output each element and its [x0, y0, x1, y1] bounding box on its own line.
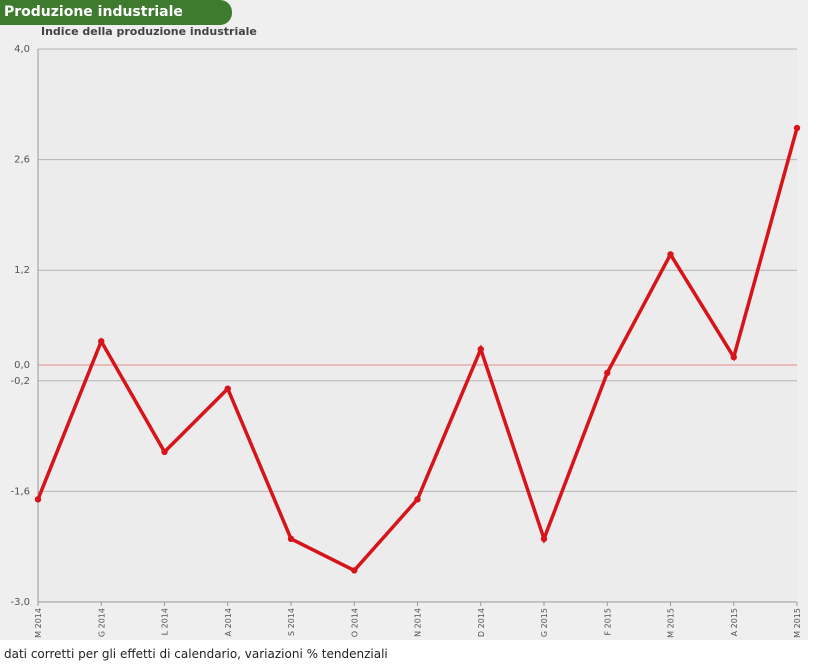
- data-point: [224, 385, 231, 392]
- x-tick-label: F 2015: [603, 608, 612, 636]
- x-tick-label: M 2014: [34, 608, 43, 638]
- data-point: [351, 567, 358, 574]
- y-tick-label: 1,2: [14, 265, 30, 276]
- data-point: [604, 369, 611, 377]
- x-tick-label: G 2014: [97, 608, 106, 637]
- data-point: [34, 496, 42, 503]
- x-tick-label: O 2014: [350, 608, 359, 637]
- data-point: [730, 353, 737, 361]
- data-point: [667, 251, 674, 258]
- y-tick-labels: -3,0 -1,6 -0,2 0,0 1,2 2,6 4,0: [10, 44, 30, 608]
- x-tick-labels: M 2014 G 2014 L 2014 A 2014 S 2014 O 2014 N 20…: [34, 608, 802, 638]
- y-tick-label: -0,2: [10, 376, 30, 387]
- axis-layer: [37, 49, 798, 606]
- y-tick-label: -1,6: [10, 486, 30, 497]
- plot-area: [38, 49, 797, 602]
- x-tick-label: A 2015: [730, 608, 739, 636]
- x-tick-label: M 2015: [667, 608, 676, 638]
- x-tick-label: L 2014: [161, 608, 170, 635]
- y-tick-label: -3,0: [10, 597, 30, 608]
- y-tick-label: 0,0: [14, 360, 30, 371]
- x-tick-label: D 2014: [477, 608, 486, 637]
- x-tick-label: S 2014: [287, 608, 296, 636]
- y-tick-label: 4,0: [14, 44, 30, 55]
- x-tick-label: N 2014: [414, 608, 423, 637]
- chart-title: Indice della produzione industriale: [41, 25, 257, 38]
- data-point: [540, 535, 548, 542]
- x-tick-label: M 2015: [793, 608, 802, 638]
- data-point: [161, 448, 168, 456]
- data-point: [793, 124, 801, 132]
- y-tick-label: 2,6: [14, 155, 30, 166]
- chart-footnote: dati corretti per gli effetti di calenda…: [4, 647, 388, 661]
- x-tick-label: A 2014: [224, 608, 233, 636]
- data-point: [477, 346, 484, 353]
- data-point: [98, 338, 105, 345]
- data-point: [287, 535, 295, 542]
- section-title: Produzione industriale: [0, 0, 232, 25]
- x-tick-label: G 2015: [540, 608, 549, 637]
- series-layer: [34, 124, 801, 574]
- data-point: [414, 496, 421, 503]
- grid-layer: [38, 48, 797, 603]
